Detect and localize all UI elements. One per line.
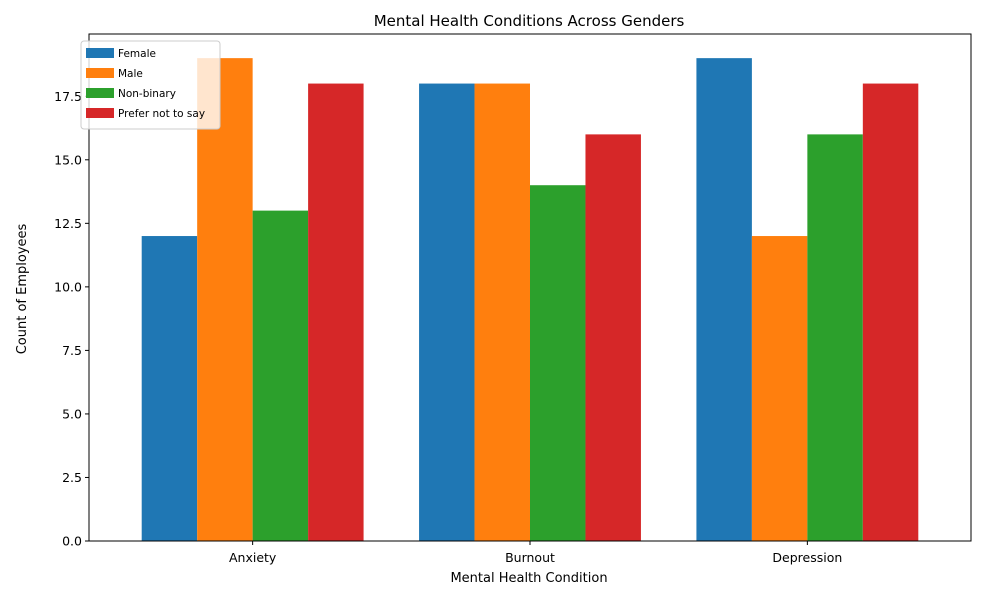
legend-swatch-non-binary: [86, 88, 114, 98]
y-tick-label: 5.0: [62, 406, 82, 421]
bar-female-anxiety: [141, 236, 198, 542]
y-tick-label: 7.5: [62, 343, 82, 358]
x-tick-label: Burnout: [505, 550, 555, 565]
bar-male-anxiety: [197, 58, 253, 541]
legend-swatch-male: [86, 68, 114, 78]
y-tick-label: 15.0: [54, 152, 82, 167]
y-tick-label: 12.5: [54, 216, 82, 231]
bar-prefer-not-to-say-depression: [862, 83, 919, 541]
y-tick-label: 0.0: [62, 534, 82, 549]
legend-label-female: Female: [118, 48, 156, 60]
legend-label-male: Male: [118, 68, 143, 80]
bar-female-depression: [696, 58, 752, 541]
bar-male-depression: [751, 236, 808, 542]
legend-label-prefer-not-to-say: Prefer not to say: [118, 108, 205, 120]
y-axis-label: Count of Employees: [15, 223, 30, 354]
bar-female-burnout: [419, 83, 475, 541]
y-tick-label: 17.5: [54, 89, 82, 104]
bar-male-burnout: [474, 83, 530, 541]
legend: Female Male Non-binary Prefer not to say: [80, 40, 221, 130]
legend-label-non-binary: Non-binary: [118, 88, 176, 100]
x-tick-label: Depression: [772, 550, 842, 565]
chart-title: Mental Health Conditions Across Genders: [374, 12, 685, 30]
x-tick-label: Anxiety: [229, 550, 277, 565]
x-axis-label: Mental Health Condition: [450, 571, 607, 586]
bar-non-binary-burnout: [530, 185, 586, 541]
legend-box: [80, 40, 221, 130]
bar-non-binary-anxiety: [252, 210, 309, 541]
y-tick-label: 2.5: [62, 470, 82, 485]
y-tick-label: 10.0: [54, 279, 82, 294]
plot-area: 0.0 2.5 5.0 7.5 10.0 12.5 15.0 17.5 Anxiety Burno…: [54, 33, 972, 565]
bar-non-binary-depression: [807, 134, 863, 541]
legend-swatch-female: [86, 48, 114, 58]
legend-swatch-prefer-not-to-say: [86, 108, 114, 118]
plot-frame: [88, 33, 972, 542]
bar-prefer-not-to-say-burnout: [585, 134, 641, 541]
bar-prefer-not-to-say-anxiety: [308, 83, 364, 541]
